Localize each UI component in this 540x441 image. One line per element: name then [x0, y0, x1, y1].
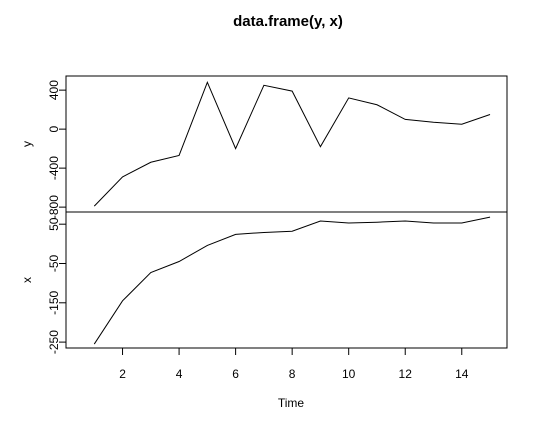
- y-tick-label: -800: [47, 195, 61, 219]
- y-tick-label: 0: [47, 125, 61, 132]
- data-line: [93, 81, 491, 207]
- y-tick-label: -150: [47, 290, 61, 314]
- y-tick-label: 50: [47, 217, 61, 231]
- x-tick-label: 10: [342, 367, 356, 381]
- x-tick-label: 4: [176, 367, 183, 381]
- panel-box: [65, 211, 508, 349]
- x-tick-label: 8: [289, 367, 296, 381]
- x-tick-label: 2: [119, 367, 126, 381]
- x-tick-label: 12: [399, 367, 413, 381]
- x-tick-label: 14: [455, 367, 469, 381]
- y-tick-label: -50: [47, 254, 61, 272]
- y-tick-label: -400: [47, 156, 61, 180]
- x-axis-title: Time: [278, 396, 305, 410]
- data-line: [93, 216, 491, 345]
- chart-title: data.frame(y, x): [233, 13, 343, 30]
- x-tick-label: 6: [232, 367, 239, 381]
- panel-box: [65, 75, 508, 213]
- y-axis-title: x: [20, 277, 34, 283]
- y-tick-label: 400: [47, 80, 61, 100]
- y-axis-title: y: [20, 141, 34, 147]
- y-tick-label: -250: [47, 330, 61, 354]
